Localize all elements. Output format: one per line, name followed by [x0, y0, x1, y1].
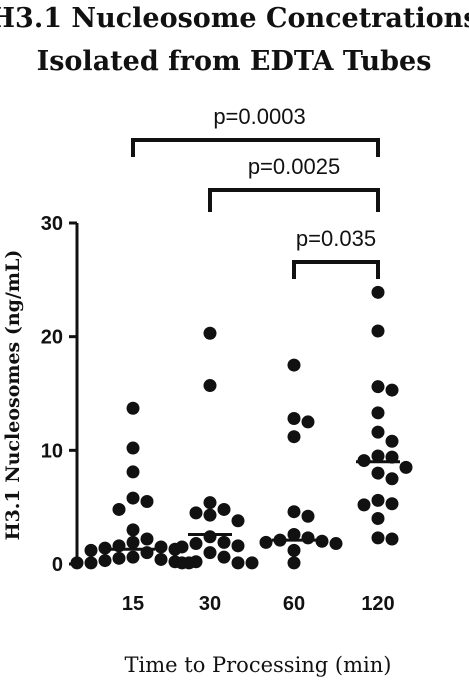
data-point	[189, 537, 203, 551]
significance-bracket	[292, 260, 380, 279]
data-point	[301, 531, 315, 545]
data-point	[385, 472, 399, 486]
data-point	[203, 546, 217, 560]
data-point	[301, 509, 315, 523]
p-value-label: p=0.0025	[248, 154, 340, 179]
data-point	[371, 531, 385, 545]
data-point	[371, 324, 385, 338]
significance-bracket	[208, 188, 380, 212]
data-point	[84, 556, 98, 570]
data-point	[98, 554, 112, 568]
x-axis-label: Time to Processing (min)	[125, 653, 392, 677]
data-point	[112, 502, 126, 516]
data-point	[371, 380, 385, 394]
data-point	[287, 527, 301, 541]
data-point	[140, 532, 154, 546]
data-point	[385, 497, 399, 511]
data-point	[126, 401, 140, 415]
data-point	[287, 505, 301, 519]
data-point	[126, 441, 140, 455]
data-point	[259, 535, 273, 549]
data-point	[203, 496, 217, 510]
data-point	[154, 552, 168, 566]
data-point	[399, 460, 413, 474]
data-point	[217, 535, 231, 549]
data-point	[329, 537, 343, 551]
data-point	[98, 541, 112, 555]
data-point	[189, 555, 203, 569]
chart-title-line-2: Isolated from EDTA Tubes	[37, 46, 432, 77]
y-tick-label: 10	[41, 440, 63, 462]
data-point	[385, 434, 399, 448]
data-point	[371, 512, 385, 526]
data-point	[371, 449, 385, 463]
data-point	[175, 556, 189, 570]
data-point	[231, 539, 245, 553]
y-tick-label: 0	[52, 554, 63, 576]
x-tick-label: 15	[122, 593, 144, 615]
data-point	[287, 430, 301, 444]
x-tick-label: 120	[361, 593, 394, 615]
data-point	[371, 493, 385, 507]
data-point	[112, 551, 126, 565]
data-point	[357, 498, 371, 512]
data-point	[231, 514, 245, 528]
data-point	[154, 540, 168, 554]
axes: 0 10 20 30 15 30 60 120	[41, 213, 395, 615]
data-point	[203, 508, 217, 522]
data-point	[140, 494, 154, 508]
y-tick-label: 20	[41, 327, 63, 349]
data-point	[126, 491, 140, 505]
data-point	[203, 379, 217, 393]
data-point	[203, 326, 217, 340]
data-point	[126, 550, 140, 564]
data-point	[126, 465, 140, 479]
data-point	[371, 285, 385, 299]
data-point	[231, 556, 245, 570]
y-axis-label: H3.1 Nucleosomes (ng/mL)	[2, 250, 24, 541]
data-point	[385, 383, 399, 397]
data-point	[84, 543, 98, 557]
data-point	[70, 556, 84, 570]
chart-title-line-1: H3.1 Nucleosome Concetrations	[0, 3, 469, 34]
data-point	[189, 506, 203, 520]
data-point	[203, 530, 217, 544]
data-point	[287, 556, 301, 570]
data-point	[301, 415, 315, 429]
data-point	[217, 550, 231, 564]
data-point	[315, 534, 329, 548]
data-point	[385, 532, 399, 546]
data-point	[287, 358, 301, 372]
data-point	[371, 406, 385, 420]
data-point	[126, 535, 140, 549]
x-tick-label: 60	[283, 593, 305, 615]
data-point	[175, 540, 189, 554]
data-point	[245, 556, 259, 570]
data-point	[287, 412, 301, 426]
data-point	[371, 425, 385, 439]
significance-bracket	[131, 138, 380, 157]
p-value-label: p=0.035	[296, 226, 376, 251]
y-tick-label: 30	[41, 213, 63, 235]
data-point	[126, 523, 140, 537]
significance-brackets: p=0.0003 p=0.0025 p=0.035	[131, 104, 380, 279]
data-point	[217, 502, 231, 516]
data-points	[70, 285, 413, 570]
x-tick-label: 30	[199, 593, 221, 615]
data-point	[371, 466, 385, 480]
data-point	[287, 543, 301, 557]
p-value-label: p=0.0003	[213, 104, 305, 129]
